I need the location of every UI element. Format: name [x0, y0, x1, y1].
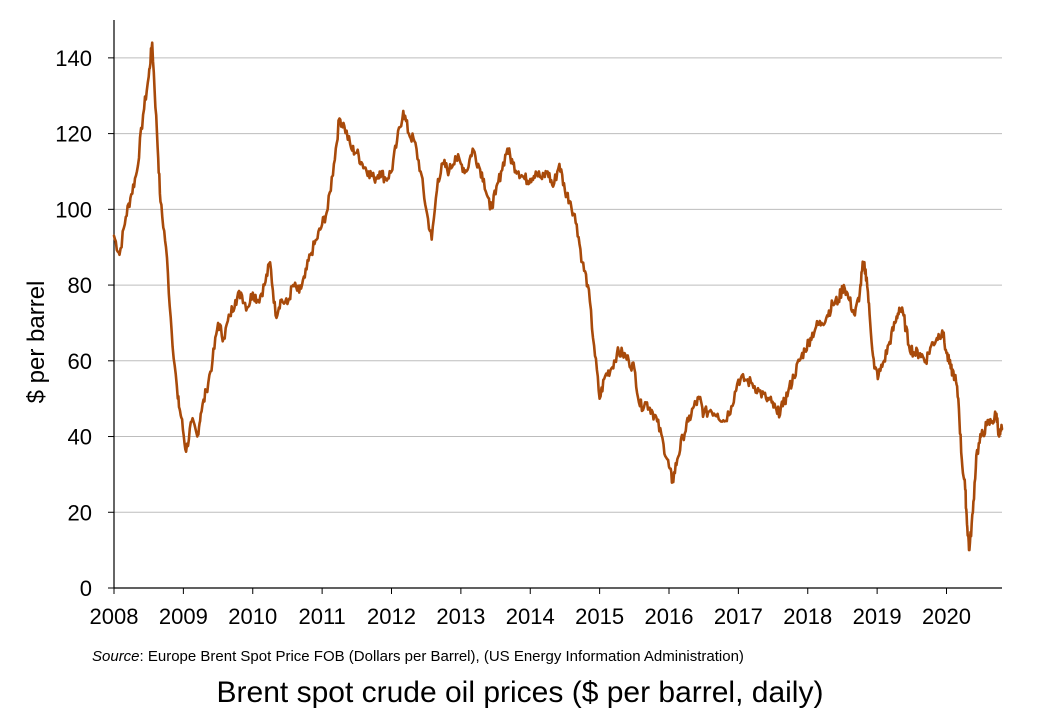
x-tick-label: 2011: [298, 604, 345, 629]
x-tick-label: 2018: [783, 604, 832, 629]
y-tick-label: 80: [68, 273, 92, 298]
x-tick-label: 2009: [159, 604, 208, 629]
x-tick-label: 2013: [436, 604, 485, 629]
y-tick-label: 140: [55, 46, 92, 71]
source-text: : Europe Brent Spot Price FOB (Dollars p…: [139, 648, 744, 665]
y-tick-label: 20: [68, 500, 92, 525]
y-tick-label: 100: [55, 197, 92, 222]
x-tick-label: 2010: [228, 604, 277, 629]
y-axis-label: $ per barrel: [23, 281, 50, 404]
x-tick-label: 2012: [367, 604, 416, 629]
y-tick-label: 60: [68, 349, 92, 374]
y-tick-labels: 0 20 40 60 80 100 120 140: [55, 46, 92, 601]
x-tick-label: 2017: [714, 604, 763, 629]
axes: [108, 20, 1002, 594]
chart-title: Brent spot crude oil prices ($ per barre…: [216, 676, 824, 709]
series-line: [112, 41, 1004, 552]
gridlines: [114, 57, 1002, 513]
x-tick-label: 2020: [922, 604, 971, 629]
y-tick-label: 0: [80, 576, 92, 601]
x-tick-labels: 2008 2009 2010 2011 2012 2013 2014 2015 2016 2017…: [90, 604, 971, 629]
x-tick-label: 2008: [90, 604, 139, 629]
series-group: [112, 41, 1004, 552]
x-tick-label: 2016: [645, 604, 694, 629]
x-tick-label: 2019: [853, 604, 902, 629]
source-note: Source: Europe Brent Spot Price FOB (Dol…: [92, 648, 744, 665]
y-tick-label: 40: [68, 425, 92, 450]
x-tick-label: 2015: [575, 604, 624, 629]
x-tick-label: 2014: [506, 604, 555, 629]
y-tick-label: 120: [55, 122, 92, 147]
source-prefix: Source: [92, 648, 140, 665]
